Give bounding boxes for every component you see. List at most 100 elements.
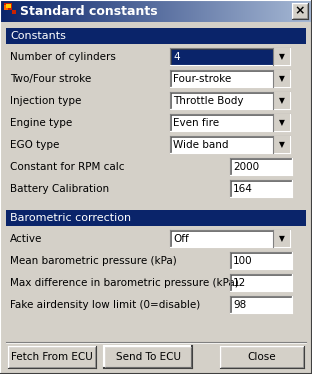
Bar: [268, 0, 269, 22]
Bar: [0, 0, 1, 22]
Bar: [177, 0, 178, 22]
Bar: [235, 0, 236, 22]
Bar: [230, 296, 292, 313]
Bar: [124, 0, 125, 22]
Bar: [110, 0, 111, 22]
Bar: [263, 0, 264, 22]
Text: Active: Active: [10, 234, 42, 244]
Text: Mean barometric pressure (kPa): Mean barometric pressure (kPa): [10, 256, 177, 266]
Bar: [170, 230, 290, 247]
Bar: [60, 0, 61, 22]
Text: 12: 12: [233, 278, 246, 288]
Bar: [202, 0, 203, 22]
Bar: [170, 136, 290, 153]
Bar: [93, 0, 94, 22]
Bar: [53, 0, 54, 22]
Bar: [216, 0, 217, 22]
Bar: [302, 0, 303, 22]
Bar: [29, 0, 30, 22]
Bar: [265, 0, 266, 22]
Bar: [310, 0, 311, 22]
Bar: [230, 180, 292, 197]
Bar: [123, 0, 124, 22]
Bar: [159, 0, 160, 22]
Bar: [98, 0, 99, 22]
Bar: [293, 0, 294, 22]
Bar: [99, 0, 100, 22]
Bar: [295, 0, 296, 22]
Bar: [62, 0, 63, 22]
Bar: [115, 0, 116, 22]
Bar: [215, 0, 216, 22]
Bar: [24, 0, 25, 22]
Bar: [158, 0, 159, 22]
Text: 98: 98: [233, 300, 246, 310]
Bar: [296, 0, 297, 22]
Bar: [151, 0, 152, 22]
Bar: [311, 0, 312, 22]
Bar: [232, 0, 233, 22]
Bar: [234, 0, 235, 22]
Bar: [249, 0, 250, 22]
Text: ▼: ▼: [279, 119, 285, 128]
Bar: [18, 0, 19, 22]
Bar: [165, 0, 166, 22]
Bar: [182, 0, 183, 22]
Bar: [228, 0, 229, 22]
Text: Standard constants: Standard constants: [20, 4, 158, 18]
Text: Engine type: Engine type: [10, 118, 72, 128]
Bar: [59, 0, 60, 22]
Bar: [89, 0, 90, 22]
Bar: [56, 0, 57, 22]
Bar: [201, 0, 202, 22]
Bar: [68, 0, 69, 22]
Bar: [219, 0, 220, 22]
Bar: [120, 0, 121, 22]
Text: Even fire: Even fire: [173, 118, 219, 128]
Bar: [77, 0, 78, 22]
Bar: [222, 0, 223, 22]
Bar: [223, 0, 224, 22]
Bar: [183, 0, 184, 22]
Bar: [44, 0, 45, 22]
Bar: [4, 0, 5, 22]
Bar: [181, 0, 182, 22]
Bar: [157, 0, 158, 22]
Bar: [173, 0, 174, 22]
Bar: [32, 0, 33, 22]
Bar: [291, 0, 292, 22]
Bar: [288, 0, 289, 22]
Bar: [129, 0, 130, 22]
Bar: [168, 0, 169, 22]
Text: ×: ×: [295, 4, 305, 18]
Bar: [256, 0, 257, 22]
Bar: [143, 0, 144, 22]
Text: Wide band: Wide band: [173, 140, 228, 150]
Bar: [21, 0, 22, 22]
Bar: [42, 0, 43, 22]
Bar: [266, 0, 267, 22]
Bar: [248, 0, 249, 22]
Bar: [91, 0, 92, 22]
Text: Battery Calibration: Battery Calibration: [10, 184, 109, 194]
Bar: [170, 70, 290, 87]
Bar: [34, 0, 35, 22]
Bar: [184, 0, 185, 22]
Bar: [87, 0, 88, 22]
Bar: [242, 0, 243, 22]
Bar: [303, 0, 304, 22]
Bar: [272, 0, 273, 22]
Bar: [102, 0, 103, 22]
Bar: [167, 0, 168, 22]
Text: Four-stroke: Four-stroke: [173, 74, 231, 84]
Bar: [101, 0, 102, 22]
Bar: [72, 0, 73, 22]
Bar: [155, 0, 156, 22]
Text: ▼: ▼: [279, 234, 285, 243]
Bar: [152, 0, 153, 22]
Bar: [57, 0, 58, 22]
Bar: [40, 0, 41, 22]
Bar: [179, 0, 180, 22]
Bar: [185, 0, 186, 22]
Bar: [164, 0, 165, 22]
